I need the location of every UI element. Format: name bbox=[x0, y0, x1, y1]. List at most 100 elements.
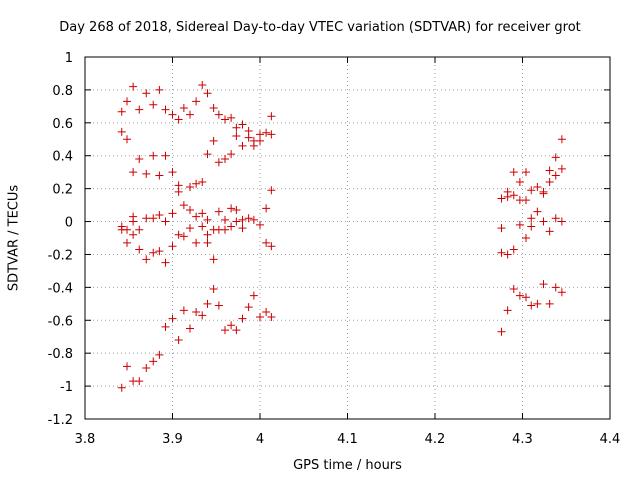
data-point bbox=[175, 336, 183, 344]
data-points bbox=[118, 81, 566, 392]
data-point bbox=[123, 239, 131, 247]
chart-title: Day 268 of 2018, Sidereal Day-to-day VTE… bbox=[0, 20, 640, 35]
data-point bbox=[558, 135, 566, 143]
data-point bbox=[552, 153, 560, 161]
y-axis-label: SDTVAR / TECUs bbox=[7, 185, 22, 291]
data-point bbox=[262, 204, 270, 212]
data-point bbox=[267, 313, 275, 321]
y-tick-label: 1 bbox=[65, 51, 73, 66]
data-point bbox=[256, 137, 264, 145]
data-point bbox=[522, 234, 530, 242]
data-point bbox=[527, 222, 535, 230]
data-point bbox=[186, 224, 194, 232]
y-tick-label: 0.2 bbox=[52, 183, 73, 198]
data-point bbox=[123, 362, 131, 370]
data-point bbox=[504, 250, 512, 258]
data-point bbox=[227, 204, 235, 212]
data-point bbox=[169, 111, 177, 119]
y-tick-label: -0.2 bbox=[48, 248, 73, 263]
data-point bbox=[215, 301, 223, 309]
data-point bbox=[262, 308, 270, 316]
x-tick-label: 4.2 bbox=[425, 432, 446, 447]
y-tick-label: -0.8 bbox=[48, 347, 73, 362]
data-point bbox=[227, 114, 235, 122]
data-point bbox=[510, 285, 518, 293]
y-tick-label: 0.4 bbox=[52, 150, 73, 165]
data-point bbox=[245, 303, 253, 311]
data-point bbox=[267, 186, 275, 194]
y-tick-label: 0.8 bbox=[52, 84, 73, 99]
data-point bbox=[169, 242, 177, 250]
data-point bbox=[204, 150, 212, 158]
y-tick-labels: -1.2 -1 -0.8 -0.6 -0.4 -0.2 0 0.2 0.4 0.6 0.8 1 bbox=[48, 51, 73, 428]
data-point bbox=[546, 167, 554, 175]
data-point bbox=[510, 168, 518, 176]
data-point bbox=[129, 218, 137, 226]
y-tick-label: -1.2 bbox=[48, 413, 73, 428]
data-point bbox=[180, 232, 188, 240]
data-point bbox=[155, 351, 163, 359]
data-point bbox=[498, 328, 506, 336]
data-point bbox=[527, 301, 535, 309]
data-point bbox=[180, 104, 188, 112]
data-point bbox=[558, 165, 566, 173]
chart: 3.8 3.9 4 4.1 4.2 4.3 4.4 -1.2-1-0.8-0.6-0.4-0… bbox=[0, 0, 640, 480]
data-point bbox=[540, 218, 548, 226]
data-point bbox=[267, 130, 275, 138]
data-point bbox=[192, 239, 200, 247]
data-point bbox=[210, 255, 218, 263]
data-point bbox=[149, 101, 157, 109]
data-point bbox=[129, 168, 137, 176]
data-point bbox=[135, 377, 143, 385]
data-point bbox=[118, 128, 126, 136]
data-point bbox=[149, 152, 157, 160]
y-tick-label: -0.4 bbox=[48, 281, 73, 296]
data-point bbox=[204, 89, 212, 97]
data-point bbox=[239, 315, 247, 323]
data-point bbox=[504, 306, 512, 314]
data-point bbox=[239, 224, 247, 232]
data-point bbox=[162, 323, 170, 331]
data-point bbox=[262, 129, 270, 137]
data-point bbox=[239, 216, 247, 224]
x-tick-label: 3.9 bbox=[162, 432, 183, 447]
data-point bbox=[175, 231, 183, 239]
data-point bbox=[142, 170, 150, 178]
data-point bbox=[204, 300, 212, 308]
x-tick-labels: 3.8 3.9 4 4.1 4.2 4.3 4.4 bbox=[75, 432, 621, 447]
data-point bbox=[169, 315, 177, 323]
data-point bbox=[198, 81, 206, 89]
data-point bbox=[162, 152, 170, 160]
data-point bbox=[129, 83, 137, 91]
data-point bbox=[498, 249, 506, 257]
data-point bbox=[498, 224, 506, 232]
data-point bbox=[186, 111, 194, 119]
data-point bbox=[533, 208, 541, 216]
data-point bbox=[129, 231, 137, 239]
data-point bbox=[162, 259, 170, 267]
data-point bbox=[210, 285, 218, 293]
data-point bbox=[215, 208, 223, 216]
data-point bbox=[169, 168, 177, 176]
data-point bbox=[123, 97, 131, 105]
data-point bbox=[210, 104, 218, 112]
data-point bbox=[552, 283, 560, 291]
data-point bbox=[149, 357, 157, 365]
x-axis-label: GPS time / hours bbox=[85, 458, 610, 473]
y-tick-label: -1 bbox=[60, 380, 73, 395]
data-point bbox=[522, 293, 530, 301]
data-point bbox=[510, 246, 518, 254]
data-point bbox=[180, 201, 188, 209]
data-point bbox=[227, 150, 235, 158]
data-point bbox=[149, 249, 157, 257]
data-point bbox=[540, 280, 548, 288]
x-tick-label: 4 bbox=[256, 432, 264, 447]
data-point bbox=[552, 171, 560, 179]
data-point bbox=[215, 111, 223, 119]
data-point bbox=[204, 231, 212, 239]
data-point bbox=[546, 300, 554, 308]
data-point bbox=[186, 325, 194, 333]
data-point bbox=[118, 384, 126, 392]
y-tick-label: -0.6 bbox=[48, 314, 73, 329]
data-point bbox=[210, 137, 218, 145]
